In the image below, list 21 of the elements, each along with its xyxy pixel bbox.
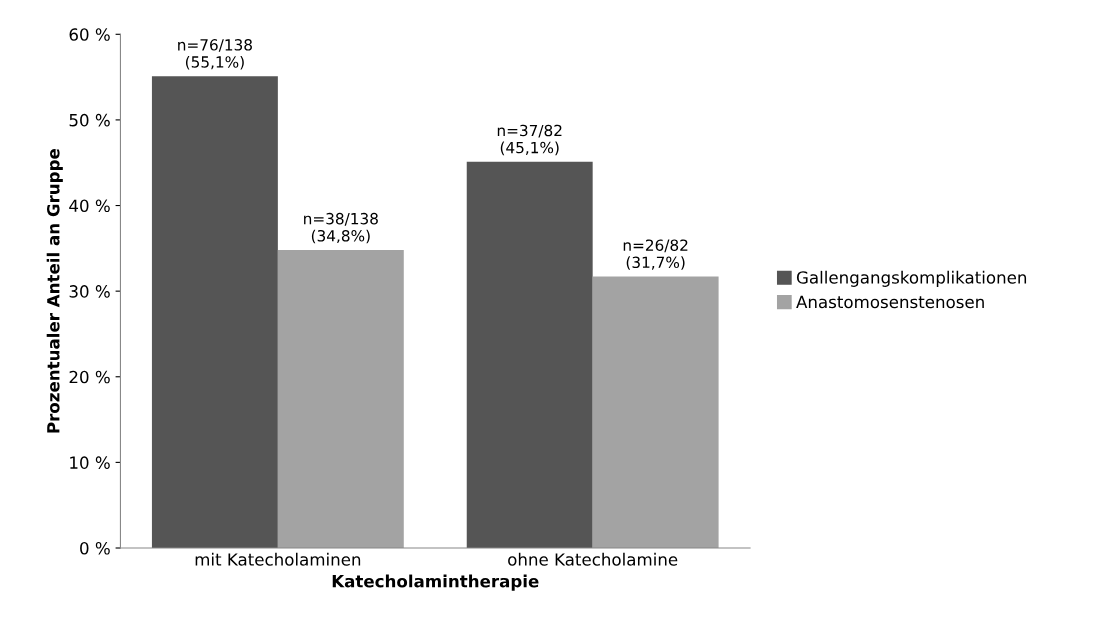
x-axis-title: Katecholamintherapie: [332, 574, 539, 591]
x-tick-label: ohne Katecholamine: [508, 552, 678, 566]
y-tick-label: 60 %: [69, 28, 110, 41]
y-tick-label: 0 %: [80, 541, 110, 555]
bar: [151, 76, 278, 548]
y-tick-label: 20 %: [69, 370, 110, 384]
bar: [466, 161, 593, 548]
bar: [277, 250, 404, 548]
data-label: n=37/82 (45,1%): [497, 124, 562, 156]
data-label: n=26/82 (31,7%): [623, 239, 688, 270]
y-tick-label: 30 %: [69, 285, 110, 298]
y-tick-label: 10 %: [70, 456, 110, 469]
legend-label: Anastomosenstenosen: [796, 295, 984, 309]
data-label: n=76/138 (55,1%): [178, 39, 252, 70]
data-label: n=38/138 (34,8%): [304, 212, 378, 244]
y-axis-title: Prozentualer Anteil an Gruppe: [46, 148, 63, 433]
y-tick-label: 50 %: [69, 113, 110, 127]
legend-label: Gallengangskomplikationen: [796, 270, 1027, 287]
y-tick-label: 40 %: [69, 199, 110, 213]
x-tick-label: mit Katecholaminen: [195, 552, 361, 566]
bar: [592, 276, 719, 548]
